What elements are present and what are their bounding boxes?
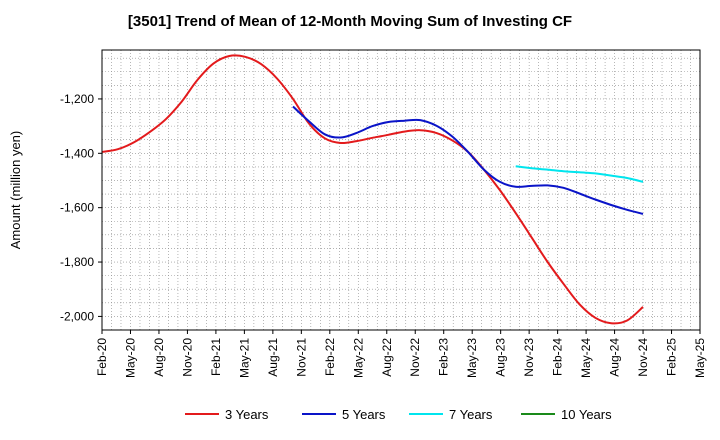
x-tick-label: Nov-20 — [180, 338, 194, 377]
series-line-3-years — [101, 54, 644, 325]
grid-lines — [101, 50, 701, 331]
y-tick-label: -1,600 — [60, 201, 94, 215]
y-tick-label: -1,400 — [60, 146, 94, 160]
chart-title: [3501] Trend of Mean of 12-Month Moving … — [128, 13, 572, 30]
x-tick-label: Feb-20 — [95, 338, 109, 376]
legend-label: 7 Years — [449, 407, 493, 422]
x-tick-label: Feb-21 — [209, 338, 223, 376]
x-tick-label: Aug-23 — [494, 338, 508, 377]
y-tick-label: -1,800 — [60, 255, 94, 269]
x-tick-label: Feb-24 — [551, 338, 565, 376]
series-lines — [101, 54, 644, 325]
x-axis-ticks: Feb-20 May-20 Aug-20 Nov-20 Feb-21 May-21 Aug-… — [95, 330, 707, 378]
x-tick-label: Feb-23 — [437, 338, 451, 376]
x-tick-label: Aug-21 — [266, 338, 280, 377]
y-tick-label: -2,000 — [60, 309, 94, 323]
x-tick-label: Aug-24 — [608, 338, 622, 377]
legend: 3 Years 5 Years 7 Years 10 Years — [185, 407, 612, 422]
x-tick-label: Feb-25 — [665, 338, 679, 376]
plot-area — [101, 49, 701, 331]
x-tick-label: May-21 — [237, 338, 251, 378]
series-line-7-years — [515, 165, 644, 183]
plot-frame — [101, 49, 701, 331]
x-tick-label: Nov-21 — [294, 338, 308, 377]
series-line-5-years — [292, 105, 644, 215]
x-tick-label: Feb-22 — [323, 338, 337, 376]
x-tick-label: Nov-24 — [636, 338, 650, 377]
x-tick-label: Nov-22 — [408, 338, 422, 377]
x-tick-label: Aug-20 — [152, 338, 166, 377]
y-axis-ticks: -1,200 -1,400 -1,600 -1,800 -2,000 — [60, 92, 102, 323]
x-tick-label: May-23 — [465, 338, 479, 378]
x-tick-label: May-22 — [351, 338, 365, 378]
y-tick-label: -1,200 — [60, 92, 94, 106]
x-tick-label: May-25 — [693, 338, 707, 378]
x-tick-label: May-24 — [579, 338, 593, 378]
x-tick-label: May-20 — [123, 338, 137, 378]
x-tick-label: Nov-23 — [522, 338, 536, 377]
legend-label: 10 Years — [561, 407, 612, 422]
x-tick-label: Aug-22 — [380, 338, 394, 377]
legend-label: 3 Years — [225, 407, 269, 422]
y-axis-label: Amount (million yen) — [8, 131, 23, 250]
legend-label: 5 Years — [342, 407, 386, 422]
